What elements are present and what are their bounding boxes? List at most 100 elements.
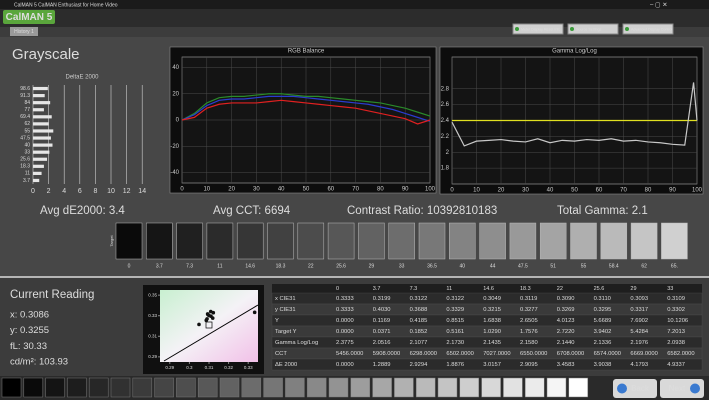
strip-swatch[interactable] — [132, 377, 153, 398]
column-header: 11 — [446, 286, 452, 292]
y-tick-label: 1.8 — [441, 166, 450, 172]
table-cell: 2.1730 — [446, 340, 464, 346]
strip-swatch[interactable] — [546, 377, 567, 398]
chart-title: DeltaE 2000 — [65, 75, 99, 81]
x-tick-label: 30 — [253, 187, 260, 193]
reading-line: y: 0.3255 — [10, 325, 49, 336]
strip-swatch[interactable] — [285, 377, 305, 398]
table-cell: 4.9337 — [667, 362, 685, 368]
strip-swatch[interactable] — [219, 377, 240, 398]
table-cell: 6550.0000 — [520, 351, 547, 357]
strip-swatch[interactable] — [154, 377, 174, 398]
next-label: Next — [669, 384, 686, 393]
swatch-label: 51 — [550, 263, 556, 269]
logo[interactable] — [3, 10, 55, 24]
table-cell: 0.3122 — [410, 296, 428, 302]
toolbar-button[interactable] — [512, 23, 564, 35]
y-tick-label: 0.35 — [148, 292, 157, 297]
table-cell: 3.4583 — [557, 362, 575, 368]
next-icon — [690, 383, 700, 394]
swatch-label: 47.5 — [518, 263, 528, 269]
next-button[interactable] — [660, 379, 704, 398]
row-label: Y — [275, 318, 279, 324]
y-tick-label: 0.29 — [148, 354, 157, 359]
x-tick-label: 50 — [303, 187, 310, 193]
table-cell: 3.9402 — [594, 329, 612, 335]
swatch-label: 55 — [581, 263, 587, 269]
table-cell: 0.0000 — [336, 362, 354, 368]
bar — [33, 178, 40, 183]
table-cell: 1.7576 — [520, 329, 538, 335]
strip-swatch[interactable] — [503, 377, 523, 398]
strip-swatch[interactable] — [459, 377, 480, 398]
table-cell: 0.1169 — [373, 318, 390, 324]
swatch — [388, 222, 415, 260]
bar — [33, 150, 50, 154]
swatch — [176, 222, 203, 260]
target-box — [205, 321, 213, 329]
x-tick-label: 60 — [327, 187, 334, 193]
toolbar-button[interactable] — [567, 23, 619, 35]
strip-swatch[interactable] — [415, 377, 436, 398]
table-cell: 6574.0000 — [594, 351, 621, 357]
swatch — [661, 222, 688, 260]
strip-swatch[interactable] — [524, 377, 545, 398]
strip-swatch[interactable] — [1, 377, 22, 398]
strip-swatch[interactable] — [372, 377, 392, 398]
strip-swatch[interactable] — [328, 377, 349, 398]
tab[interactable] — [10, 27, 38, 36]
table-cell: 0.3333 — [336, 296, 354, 302]
strip-swatch[interactable] — [568, 377, 589, 398]
table-cell: 6502.0000 — [446, 351, 473, 357]
chart-title: RGB Balance — [288, 49, 325, 55]
table-cell: 2.6505 — [520, 318, 538, 324]
strip-swatch[interactable] — [263, 377, 283, 398]
strip-swatch[interactable] — [197, 377, 218, 398]
row-label: y CIE31 — [275, 307, 296, 313]
column-header: 14.6 — [483, 286, 494, 292]
column-header: 18.3 — [520, 286, 531, 292]
y-tick-label: 33 — [24, 150, 30, 156]
table-cell: 0.3277 — [520, 307, 538, 313]
strip-swatch[interactable] — [45, 377, 65, 398]
strip-swatch[interactable] — [394, 377, 414, 398]
strip-swatch[interactable] — [176, 377, 196, 398]
table-cell: 1.8876 — [446, 362, 464, 368]
table-cell: 0.3329 — [446, 307, 464, 313]
bar — [33, 129, 54, 133]
strip-swatch[interactable] — [481, 377, 501, 398]
row-label: CCT — [275, 351, 287, 357]
strip-swatch[interactable] — [88, 377, 109, 398]
bar — [33, 157, 48, 161]
swatch-label: 14.6 — [245, 263, 255, 269]
y-tick-label: 2.4 — [441, 118, 450, 124]
back-button[interactable] — [613, 379, 657, 398]
x-tick-label: 14 — [138, 188, 146, 195]
x-tick-label: 50 — [571, 188, 578, 194]
reading-line: cd/m²: 103.93 — [10, 357, 68, 368]
column-header: 3.7 — [373, 286, 381, 292]
strip-swatch[interactable] — [350, 377, 371, 398]
column-header: 7.3 — [410, 286, 418, 292]
table-cell: 0.3302 — [667, 307, 685, 313]
y-tick-label: 84 — [24, 100, 30, 106]
swatch — [600, 222, 628, 260]
swatch-label: 40 — [460, 263, 466, 269]
table-cell: 6582.0000 — [667, 351, 694, 357]
swatch — [115, 222, 143, 260]
strip-swatch[interactable] — [110, 377, 131, 398]
strip-swatch[interactable] — [241, 377, 262, 398]
strip-swatch[interactable] — [306, 377, 327, 398]
y-tick-label: 0.31 — [148, 333, 157, 338]
table-cell: 0.8515 — [446, 318, 464, 324]
bar — [33, 115, 52, 119]
table-cell: 4.1793 — [630, 362, 648, 368]
button-label: Meter Display Reset Info — [521, 27, 560, 31]
strip-swatch[interactable] — [67, 377, 87, 398]
toolbar-button[interactable] — [622, 23, 674, 35]
strip-swatch[interactable] — [437, 377, 458, 398]
strip-swatch[interactable] — [23, 377, 44, 398]
table-cell: 2.1580 — [520, 340, 538, 346]
row-label: ΔE 2000 — [275, 362, 297, 368]
window-controls[interactable]: – ▢ ✕ — [650, 3, 667, 9]
